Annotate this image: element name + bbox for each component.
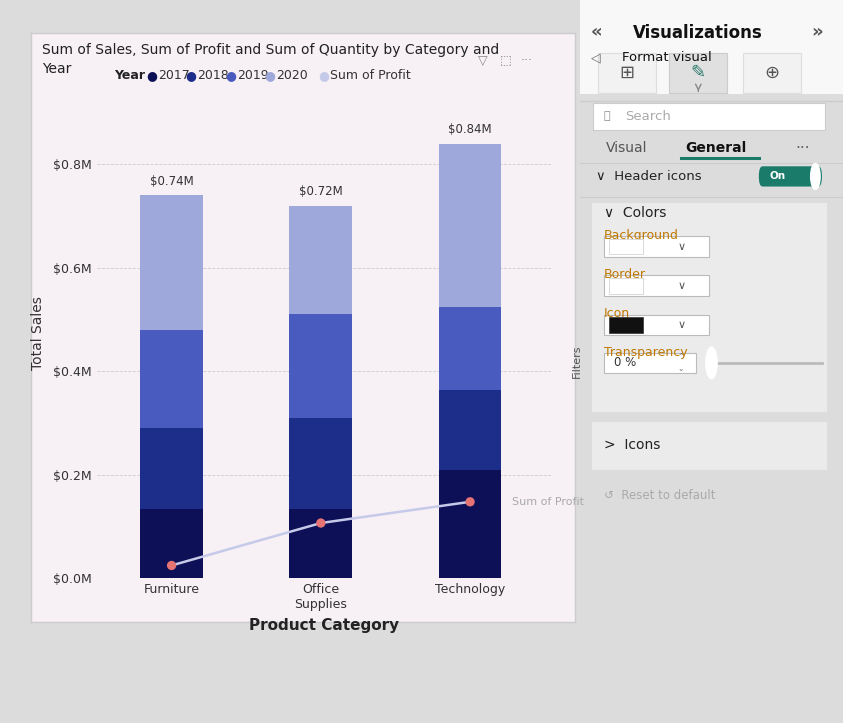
Text: ◁: ◁ bbox=[590, 51, 600, 64]
Text: General: General bbox=[685, 141, 746, 155]
Point bbox=[464, 496, 477, 508]
Text: ▽: ▽ bbox=[478, 54, 487, 67]
Text: Transparency: Transparency bbox=[604, 346, 687, 359]
Text: >  Icons: > Icons bbox=[604, 438, 660, 453]
Text: 2018: 2018 bbox=[197, 69, 229, 82]
Text: ∨  Colors: ∨ Colors bbox=[604, 206, 666, 221]
Text: 0 %: 0 % bbox=[615, 356, 636, 369]
Point bbox=[165, 560, 179, 571]
Text: ✎: ✎ bbox=[690, 64, 706, 82]
Text: Visual: Visual bbox=[606, 141, 647, 155]
Bar bbox=[140, 330, 203, 428]
Text: $0.84M: $0.84M bbox=[448, 123, 491, 136]
Text: On: On bbox=[770, 171, 786, 181]
Bar bbox=[140, 428, 203, 508]
Circle shape bbox=[706, 347, 717, 379]
Bar bbox=[438, 307, 502, 390]
Bar bbox=[593, 103, 824, 130]
Text: ∨: ∨ bbox=[677, 320, 685, 330]
Text: $0.74M: $0.74M bbox=[150, 175, 193, 188]
Bar bbox=[609, 317, 643, 333]
Text: Icon: Icon bbox=[604, 307, 630, 320]
Text: ···: ··· bbox=[796, 141, 810, 155]
Bar bbox=[609, 239, 643, 254]
Text: ⊕: ⊕ bbox=[765, 64, 780, 82]
Text: Background: Background bbox=[604, 229, 679, 242]
Text: ⊞: ⊞ bbox=[620, 64, 635, 82]
Bar bbox=[599, 53, 656, 93]
Text: «: « bbox=[590, 24, 602, 41]
Bar bbox=[140, 508, 203, 578]
Text: ●: ● bbox=[265, 69, 276, 82]
Text: Search: Search bbox=[625, 110, 670, 123]
Text: ∨: ∨ bbox=[677, 281, 685, 291]
Text: ↺  Reset to default: ↺ Reset to default bbox=[604, 489, 715, 502]
Text: 2019: 2019 bbox=[237, 69, 269, 82]
Text: ∨: ∨ bbox=[677, 241, 685, 252]
Text: ●: ● bbox=[146, 69, 157, 82]
Text: ●: ● bbox=[225, 69, 236, 82]
Bar bbox=[590, 421, 827, 470]
Bar bbox=[604, 275, 709, 296]
Bar bbox=[590, 202, 827, 412]
Bar bbox=[438, 144, 502, 307]
Bar bbox=[604, 236, 709, 257]
Bar bbox=[289, 418, 352, 508]
Bar bbox=[289, 206, 352, 315]
Bar bbox=[669, 53, 728, 93]
Text: Sum of Profit: Sum of Profit bbox=[512, 497, 584, 507]
Point bbox=[314, 517, 328, 529]
Bar bbox=[604, 353, 695, 373]
Text: Visualizations: Visualizations bbox=[632, 24, 762, 41]
Text: ⬚: ⬚ bbox=[500, 54, 512, 67]
Bar bbox=[580, 0, 843, 94]
Text: $0.72M: $0.72M bbox=[299, 185, 343, 198]
Text: ⌃
⌄: ⌃ ⌄ bbox=[677, 354, 684, 372]
X-axis label: Product Category: Product Category bbox=[250, 618, 400, 633]
Text: ∨  Header icons: ∨ Header icons bbox=[596, 170, 701, 183]
Text: ●: ● bbox=[185, 69, 196, 82]
Text: 🔍: 🔍 bbox=[604, 111, 610, 121]
Text: 2020: 2020 bbox=[277, 69, 309, 82]
Text: Border: Border bbox=[604, 268, 646, 281]
Bar bbox=[604, 315, 709, 335]
Text: 2017: 2017 bbox=[158, 69, 190, 82]
Bar bbox=[289, 508, 352, 578]
Bar bbox=[743, 53, 801, 93]
Text: Format visual: Format visual bbox=[622, 51, 711, 64]
Text: ···: ··· bbox=[520, 54, 532, 67]
Text: ●: ● bbox=[318, 69, 329, 82]
FancyBboxPatch shape bbox=[759, 166, 822, 187]
Text: »: » bbox=[812, 24, 823, 41]
Circle shape bbox=[811, 163, 820, 189]
Bar bbox=[438, 470, 502, 578]
Bar bbox=[609, 278, 643, 294]
Text: Sum of Sales, Sum of Profit and Sum of Quantity by Category and
Year: Sum of Sales, Sum of Profit and Sum of Q… bbox=[42, 43, 499, 76]
Text: Sum of Profit: Sum of Profit bbox=[330, 69, 411, 82]
Bar bbox=[289, 315, 352, 418]
Text: Filters: Filters bbox=[572, 345, 582, 378]
Bar bbox=[140, 195, 203, 330]
Bar bbox=[438, 390, 502, 470]
Y-axis label: Total Sales: Total Sales bbox=[31, 296, 45, 369]
Text: Year: Year bbox=[114, 69, 145, 82]
